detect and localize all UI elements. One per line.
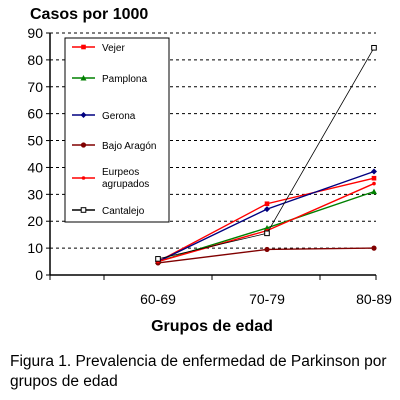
legend-item: Gerona (72, 111, 136, 122)
y-tick-label: 80 (27, 52, 43, 68)
y-axis-label: Casos por 1000 (30, 6, 148, 23)
data-point (371, 188, 377, 195)
legend-item: Bajo Aragón (72, 141, 157, 152)
data-point (155, 256, 161, 262)
legend-marker (81, 44, 86, 50)
legend-marker (80, 112, 87, 118)
axes: 0 10 20 30 40 50 60 70 80 90 60-69 70-79 80-89 (27, 25, 392, 307)
y-tick-label: 30 (27, 186, 43, 202)
data-point (264, 230, 270, 237)
y-tick-label: 90 (27, 25, 43, 41)
y-tick-label: 10 (27, 240, 43, 256)
y-tick-label: 70 (27, 79, 43, 95)
y-tick-label: 0 (35, 267, 43, 283)
data-point (371, 245, 377, 251)
x-tick-label: 80-89 (356, 291, 392, 307)
x-axis-label: Grupos de edad (151, 318, 273, 335)
y-tick-label: 40 (27, 159, 43, 175)
data-point (264, 206, 270, 213)
legend-label: Gerona (102, 111, 136, 122)
y-tick-label: 60 (27, 106, 43, 122)
legend-item: Eurpeos agrupados (72, 167, 149, 190)
x-tick-label: 70-79 (249, 291, 285, 307)
series (155, 44, 377, 266)
y-tick-label: 50 (27, 133, 43, 149)
legend-label: Cantalejo (102, 206, 145, 217)
legend-box (64, 37, 170, 223)
legend-label: Eurpeos agrupados (102, 167, 149, 190)
legend-marker (80, 75, 87, 81)
data-point (264, 246, 270, 253)
legend-label: Vejer (102, 43, 125, 54)
legend-item: Vejer (72, 43, 125, 54)
data-point (371, 44, 377, 51)
legend-item: Pamplona (72, 74, 147, 85)
legend-marker (81, 176, 86, 180)
legend-label: Bajo Aragón (102, 141, 157, 152)
legend-marker (80, 142, 87, 148)
x-tick-label: 60-69 (140, 291, 176, 307)
data-point (371, 168, 377, 175)
legend-marker (80, 207, 87, 213)
series-cantalejo (155, 44, 377, 262)
legend: Vejer Pamplona Gerona Bajo Aragón Eurpeos agr… (64, 37, 170, 223)
data-point (264, 224, 270, 231)
data-point (372, 181, 376, 186)
legend-item: Cantalejo (72, 206, 145, 217)
line-chart: Casos por 1000 Grupos de edad 0 10 20 30 40 5… (27, 6, 392, 335)
legend-label: Pamplona (102, 74, 147, 85)
figure-caption: Figura 1. Prevalencia de enfermedad de P… (10, 353, 387, 390)
data-point (264, 201, 270, 207)
y-tick-label: 20 (27, 213, 43, 229)
data-point (371, 175, 377, 181)
